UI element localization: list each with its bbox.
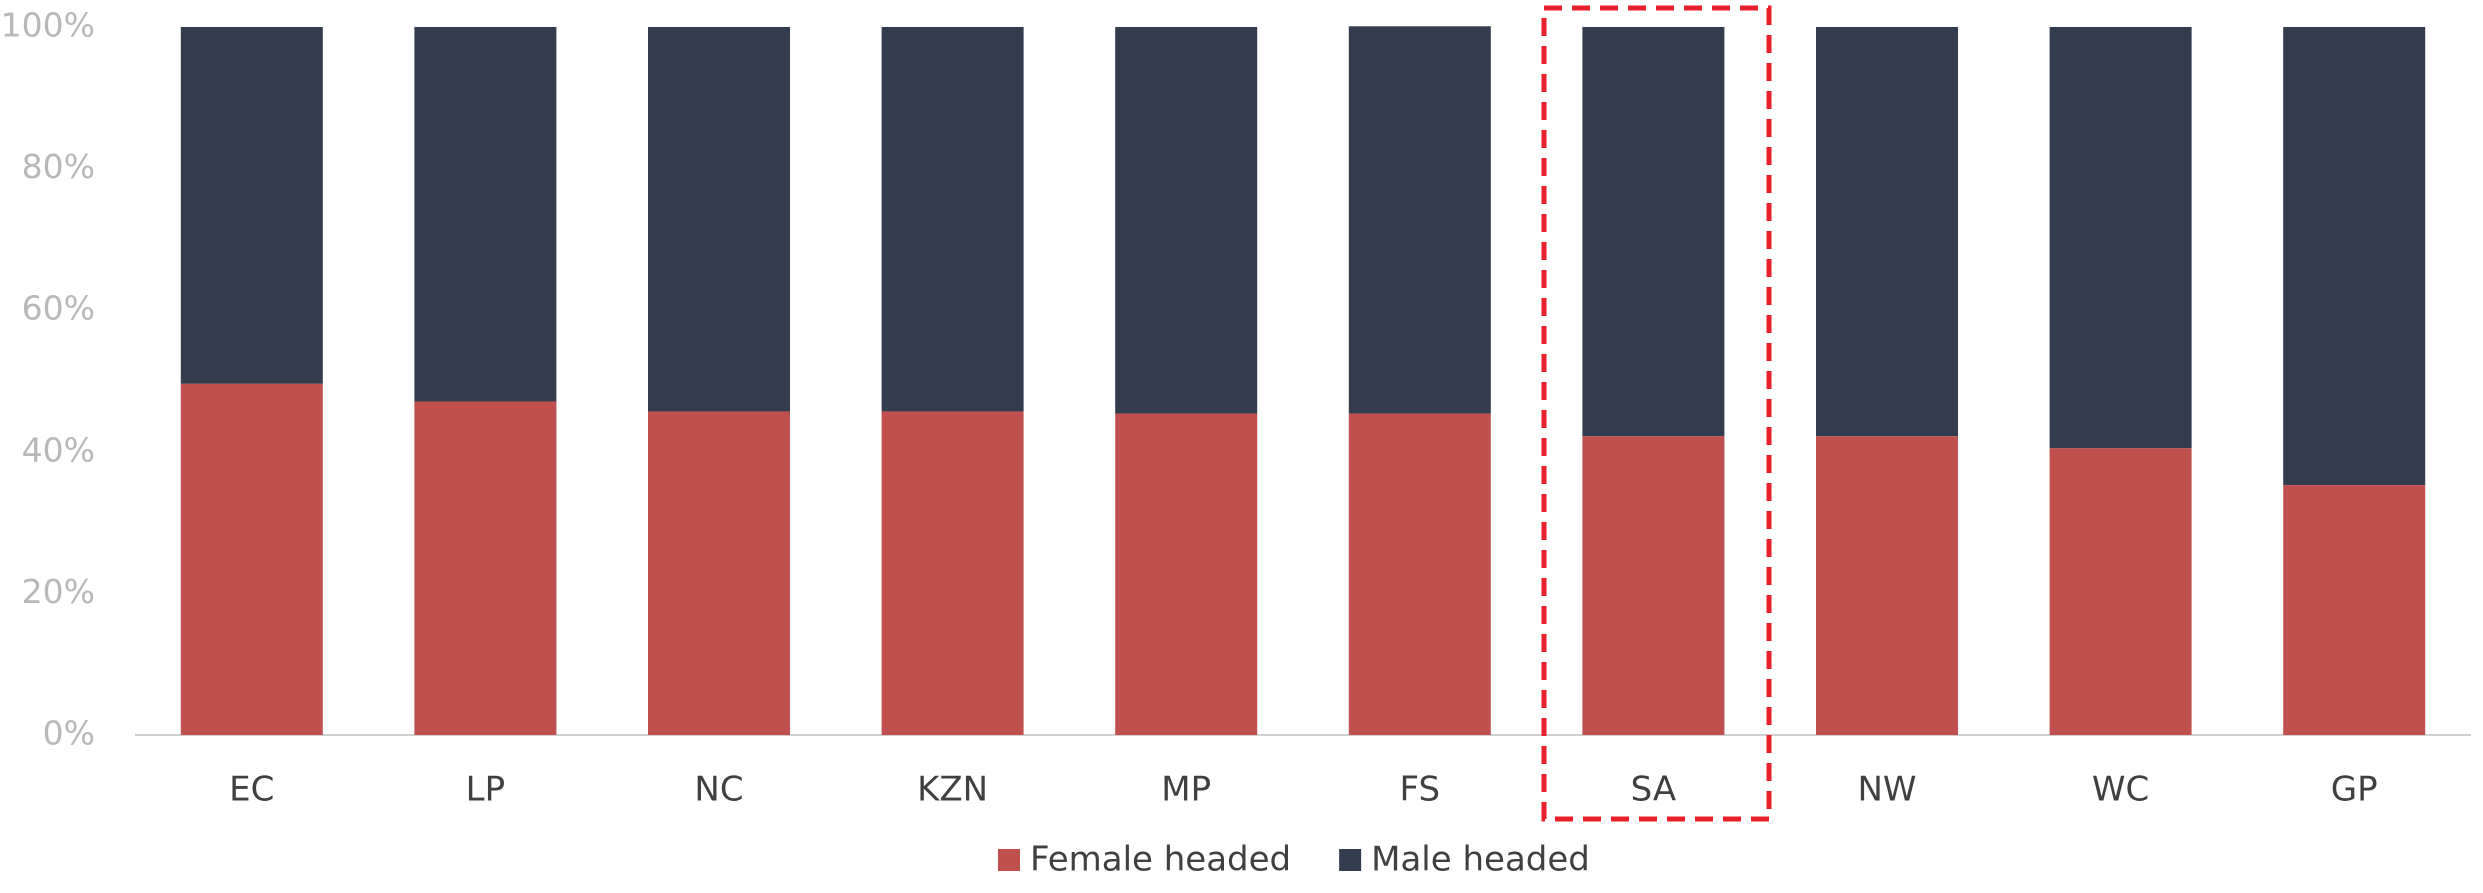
bar-segment xyxy=(414,401,557,735)
x-tick-label: EC xyxy=(229,770,274,810)
x-tick-label: NW xyxy=(1857,770,1916,810)
bar-segment xyxy=(881,27,1024,412)
bar-segment xyxy=(2049,27,2192,449)
x-tick-label: NC xyxy=(694,770,743,810)
x-tick-label: WC xyxy=(2092,770,2149,810)
y-tick-label: 60% xyxy=(22,289,95,328)
bar-segment xyxy=(648,411,790,735)
y-tick-label: 80% xyxy=(22,147,95,186)
bar-segment xyxy=(2049,448,2192,735)
bar-segment xyxy=(180,383,323,735)
bar-segment xyxy=(2283,27,2426,486)
bar-segment xyxy=(1582,27,1725,437)
highlight-box xyxy=(1541,5,1772,822)
x-tick-label: FS xyxy=(1400,770,1441,810)
legend-swatch xyxy=(1339,849,1362,871)
x-tick-label: SA xyxy=(1631,770,1676,810)
bar-segment xyxy=(414,27,557,402)
bar-segment xyxy=(1816,27,1958,437)
x-tick-label: MP xyxy=(1161,770,1211,810)
bar-segment xyxy=(1582,436,1725,735)
bar-segment xyxy=(1348,26,1491,414)
legend-label: Male headed xyxy=(1371,840,1590,880)
y-tick-label: 100% xyxy=(1,6,95,45)
bar-segment xyxy=(648,27,790,412)
bar-segment xyxy=(2283,485,2426,735)
y-tick-label: 0% xyxy=(43,714,95,753)
x-tick-label: LP xyxy=(466,770,505,810)
bar-segment xyxy=(1348,413,1491,735)
x-tick-label: KZN xyxy=(917,770,988,810)
bar-segment xyxy=(1115,27,1258,414)
bar-segment xyxy=(1816,436,1958,735)
legend-label: Female headed xyxy=(1030,840,1291,880)
y-tick-label: 20% xyxy=(22,572,95,611)
x-tick-label: GP xyxy=(2331,770,2378,810)
bar-segment xyxy=(1115,413,1258,735)
bar-segment xyxy=(180,27,323,384)
legend-swatch xyxy=(998,849,1020,871)
bar-segment xyxy=(881,411,1024,735)
y-tick-label: 40% xyxy=(22,430,95,469)
